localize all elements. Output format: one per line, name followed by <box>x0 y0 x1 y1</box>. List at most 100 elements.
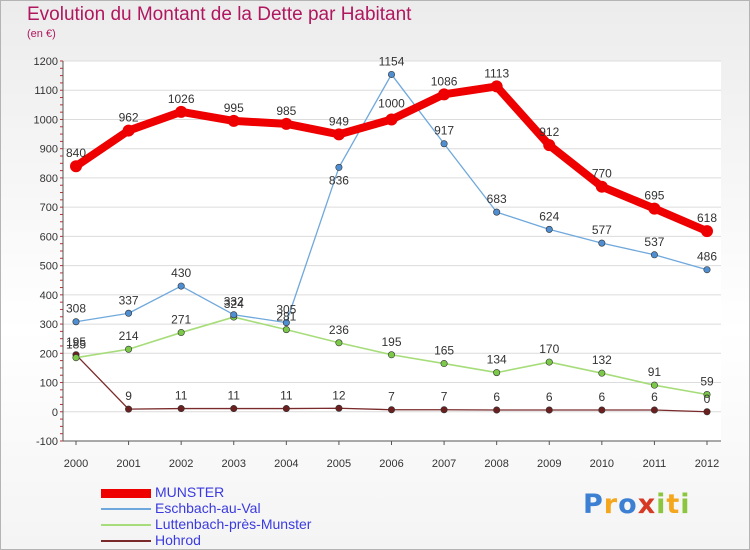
data-point <box>230 311 238 319</box>
data-point <box>650 381 658 389</box>
data-label: 962 <box>119 111 139 125</box>
data-point <box>387 70 395 78</box>
y-tick-label: 700 <box>40 202 58 214</box>
brand-letter: o <box>618 489 638 520</box>
brand-letter: t <box>666 489 681 520</box>
data-point <box>125 309 133 317</box>
y-tick-label: 900 <box>40 144 58 156</box>
y-tick-label: 400 <box>40 290 58 302</box>
data-point <box>650 251 658 259</box>
data-point <box>282 405 290 413</box>
data-label: 132 <box>592 353 612 367</box>
data-point <box>335 339 343 347</box>
data-label: 6 <box>598 390 605 404</box>
data-point <box>598 239 606 247</box>
legend-label: MUNSTER <box>155 484 225 500</box>
data-label: 949 <box>329 114 349 128</box>
legend-label: Luttenbach-près-Munster <box>155 516 312 532</box>
data-point <box>282 319 290 327</box>
data-point <box>543 139 556 152</box>
data-label: 6 <box>651 390 658 404</box>
data-label: 185 <box>66 338 86 352</box>
data-point <box>493 369 501 377</box>
data-label: 11 <box>175 389 188 403</box>
data-point <box>598 369 606 377</box>
x-tick-label: 2001 <box>116 458 140 470</box>
series-layer <box>70 70 713 416</box>
x-tick-label: 2007 <box>432 458 456 470</box>
data-label: 165 <box>434 344 454 358</box>
data-point <box>332 128 345 141</box>
data-label: 170 <box>539 342 559 356</box>
data-point <box>440 360 448 368</box>
data-point <box>175 105 188 118</box>
data-label: 1113 <box>484 66 509 80</box>
x-tick-label: 2010 <box>590 458 614 470</box>
x-tick-label: 2004 <box>274 458 298 470</box>
data-point <box>703 408 711 416</box>
y-tick-label: 0 <box>52 407 58 419</box>
brand-letter: i <box>680 489 691 520</box>
data-point <box>72 354 80 362</box>
data-label: 195 <box>381 335 401 349</box>
data-label: 1154 <box>379 54 405 68</box>
brand-letter: x <box>637 489 657 520</box>
data-label: 271 <box>171 313 191 327</box>
legend-swatch <box>101 488 151 498</box>
x-tick-label: 2000 <box>64 458 88 470</box>
data-point <box>385 113 398 126</box>
data-point <box>177 282 185 290</box>
data-label: 577 <box>592 223 612 237</box>
data-label: 995 <box>224 101 244 115</box>
x-tick-label: 2008 <box>484 458 508 470</box>
data-label: 486 <box>697 250 717 264</box>
data-label: 695 <box>644 189 664 203</box>
y-tick-label: 500 <box>40 261 58 273</box>
data-point <box>177 405 185 413</box>
brand-logo: Proxiti <box>583 489 691 520</box>
y-tick-label: 1000 <box>34 114 58 126</box>
data-point <box>335 404 343 412</box>
data-label: 912 <box>539 125 559 139</box>
data-label: 134 <box>487 353 507 367</box>
y-tick-label: 600 <box>40 231 58 243</box>
data-label: 305 <box>276 303 296 317</box>
chart-title: Evolution du Montant de la Dette par Hab… <box>27 4 412 25</box>
data-label: 430 <box>171 266 191 280</box>
legend-label: Eschbach-au-Val <box>155 500 261 516</box>
data-point <box>282 326 290 334</box>
data-label: 11 <box>228 389 241 403</box>
data-labels: 195 9 11 11 11 12 7 7 6 6 6 6 0 185 214 271 324 281 236 195… <box>66 54 717 405</box>
x-tick-label: 2011 <box>643 458 667 470</box>
data-point <box>280 117 293 130</box>
data-label: 1000 <box>378 96 405 110</box>
data-label: 1026 <box>168 92 195 106</box>
chart-subtitle: (en €) <box>27 28 56 40</box>
y-tick-label: 300 <box>40 319 58 331</box>
legend-swatch <box>101 540 151 542</box>
brand-letter: i <box>656 489 667 520</box>
data-label: 281 <box>276 310 296 324</box>
data-label: 308 <box>66 302 86 316</box>
data-point <box>387 351 395 359</box>
data-label: 332 <box>224 295 244 309</box>
data-label: 337 <box>119 293 139 307</box>
y-tick-label: 200 <box>40 348 58 360</box>
data-label: 236 <box>329 323 349 337</box>
data-label: 770 <box>592 167 612 181</box>
data-point <box>545 358 553 366</box>
data-point <box>598 406 606 414</box>
data-label: 11 <box>280 389 293 403</box>
axes: -100 0 100 200 300 400 500 600 700 800 900 1000 1100… <box>34 56 721 470</box>
data-label: 6 <box>546 390 553 404</box>
data-point <box>72 318 80 326</box>
data-point <box>387 406 395 414</box>
data-point <box>493 406 501 414</box>
legend-label: Hohrod <box>155 532 201 548</box>
data-point <box>122 124 135 137</box>
brand-letter: P <box>583 489 604 520</box>
data-point <box>227 114 240 127</box>
x-tick-label: 2012 <box>695 458 719 470</box>
data-label: 59 <box>700 375 714 389</box>
